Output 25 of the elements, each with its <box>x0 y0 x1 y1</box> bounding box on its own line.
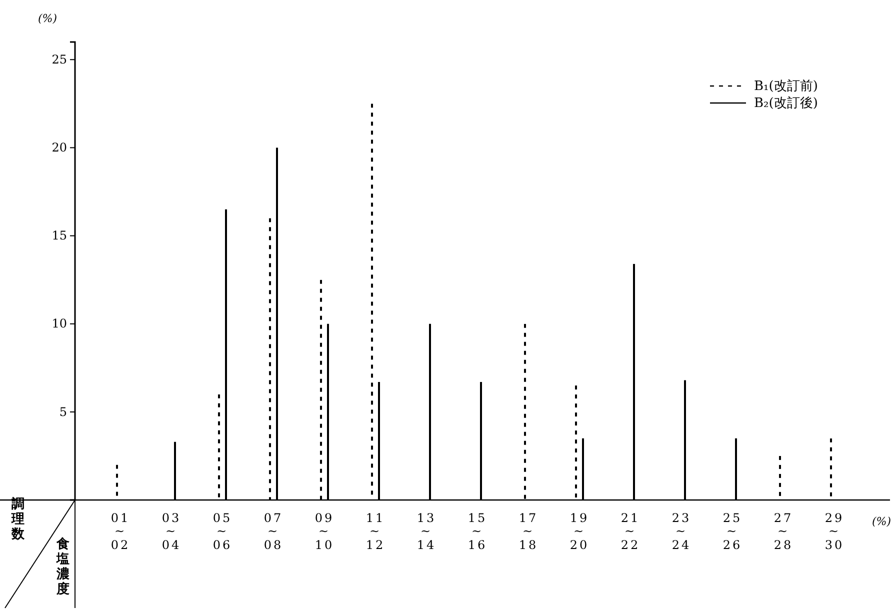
x-tick-label: 25~26 <box>722 511 742 552</box>
legend-label: B₁(改訂前) <box>754 79 818 94</box>
x-tick-label: 17~18 <box>518 511 538 552</box>
x-tick-label: 03~04 <box>162 511 182 552</box>
x-tick-label: 21~22 <box>620 511 640 552</box>
y-tick-label: 20 <box>52 140 67 155</box>
text: (%) <box>38 12 58 25</box>
text: (%) <box>872 515 892 528</box>
legend-label: B₂(改訂後) <box>754 96 818 111</box>
y-tick-label: 5 <box>59 404 67 419</box>
x-tick-label: 07~08 <box>264 511 284 552</box>
x-tick-label: 29~30 <box>824 511 844 552</box>
x-axis-title: 食塩濃度 <box>56 537 70 597</box>
y-tick-label: 10 <box>52 316 67 331</box>
x-tick-label: 27~28 <box>774 511 794 552</box>
x-tick-label: 11~12 <box>366 511 386 552</box>
x-tick-label: 05~06 <box>212 511 232 552</box>
x-tick-label: 19~20 <box>570 511 590 552</box>
x-tick-label: 01~02 <box>110 511 130 552</box>
x-tick-label: 23~24 <box>672 511 692 552</box>
x-tick-label: 15~16 <box>468 511 488 552</box>
y-tick-label: 15 <box>52 228 67 243</box>
y-tick-label: 25 <box>52 52 67 66</box>
x-tick-label: 13~14 <box>416 511 436 552</box>
x-tick-label: 09~10 <box>314 511 334 552</box>
